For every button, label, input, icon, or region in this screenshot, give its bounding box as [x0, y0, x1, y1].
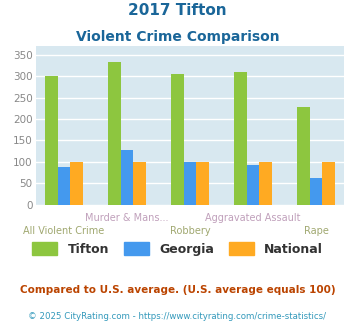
- Bar: [247, 165, 259, 205]
- Text: Compared to U.S. average. (U.S. average equals 100): Compared to U.S. average. (U.S. average …: [20, 285, 335, 295]
- Bar: [322, 162, 335, 205]
- Legend: Tifton, Georgia, National: Tifton, Georgia, National: [27, 237, 328, 261]
- Bar: [310, 178, 322, 205]
- Bar: [108, 62, 121, 205]
- Bar: [234, 72, 247, 205]
- Bar: [196, 162, 209, 205]
- Text: © 2025 CityRating.com - https://www.cityrating.com/crime-statistics/: © 2025 CityRating.com - https://www.city…: [28, 312, 327, 321]
- Bar: [121, 150, 133, 205]
- Text: Violent Crime Comparison: Violent Crime Comparison: [76, 30, 279, 44]
- Bar: [133, 162, 146, 205]
- Bar: [184, 162, 196, 205]
- Bar: [70, 162, 83, 205]
- Bar: [45, 76, 58, 205]
- Text: Robbery: Robbery: [170, 226, 210, 236]
- Bar: [297, 108, 310, 205]
- Text: Murder & Mans...: Murder & Mans...: [85, 213, 169, 223]
- Text: All Violent Crime: All Violent Crime: [23, 226, 104, 236]
- Bar: [171, 74, 184, 205]
- Bar: [259, 162, 272, 205]
- Bar: [58, 167, 70, 205]
- Text: Rape: Rape: [304, 226, 328, 236]
- Text: Aggravated Assault: Aggravated Assault: [205, 213, 301, 223]
- Text: 2017 Tifton: 2017 Tifton: [128, 3, 227, 18]
